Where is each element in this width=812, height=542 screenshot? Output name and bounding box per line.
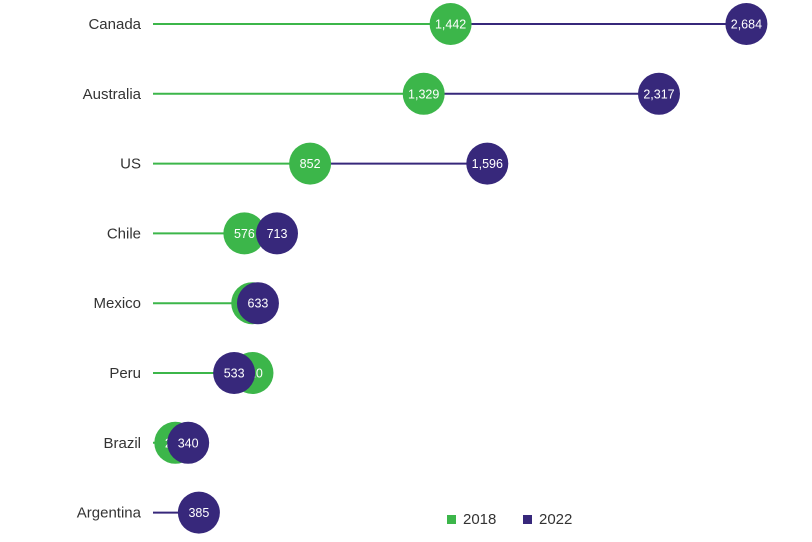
legend-item-2018: 2018 — [447, 511, 496, 528]
dot-2022-australia — [637, 72, 680, 115]
category-label-brazil: Brazil — [103, 435, 141, 452]
legend-swatch-2022 — [523, 515, 532, 524]
dot-2022-us — [466, 142, 509, 185]
legend-label-2022: 2022 — [539, 511, 573, 528]
dot-2018-chile — [223, 212, 266, 255]
value-label-2022-chile: 713 — [267, 227, 288, 241]
legend-item-2022: 2022 — [523, 511, 572, 528]
legend-swatch-2018 — [447, 515, 456, 524]
category-label-canada: Canada — [88, 16, 141, 33]
legend-label-2018: 2018 — [463, 511, 497, 528]
value-label-2022-us: 1,596 — [472, 157, 503, 171]
category-label-argentina: Argentina — [77, 505, 142, 522]
dot-2022-argentina — [177, 491, 220, 534]
dot-2022-chile — [256, 212, 299, 255]
category-label-mexico: Mexico — [93, 295, 141, 312]
category-label-australia: Australia — [83, 86, 142, 103]
dot-2018-australia — [402, 72, 445, 115]
category-label-us: US — [120, 156, 141, 173]
value-label-2018-australia: 1,329 — [408, 87, 439, 101]
dot-2018-canada — [429, 3, 472, 45]
category-label-chile: Chile — [107, 225, 141, 242]
value-label-2022-argentina: 385 — [188, 506, 209, 520]
value-label-2018-chile: 576 — [234, 227, 255, 241]
dot-2022-peru — [213, 352, 256, 394]
value-label-2022-mexico: 633 — [248, 297, 269, 311]
category-label-peru: Peru — [109, 365, 141, 382]
dot-2022-mexico — [236, 282, 279, 325]
dot-2022-brazil — [167, 421, 210, 464]
dot-2018-us — [289, 142, 332, 185]
value-label-2018-us: 852 — [300, 157, 321, 171]
dot-2022-canada — [725, 3, 768, 45]
value-label-2022-canada: 2,684 — [731, 18, 762, 32]
value-label-2022-brazil: 340 — [178, 436, 199, 450]
value-label-2018-canada: 1,442 — [435, 18, 466, 32]
value-label-2022-australia: 2,317 — [643, 87, 674, 101]
value-label-2022-peru: 533 — [224, 367, 245, 381]
